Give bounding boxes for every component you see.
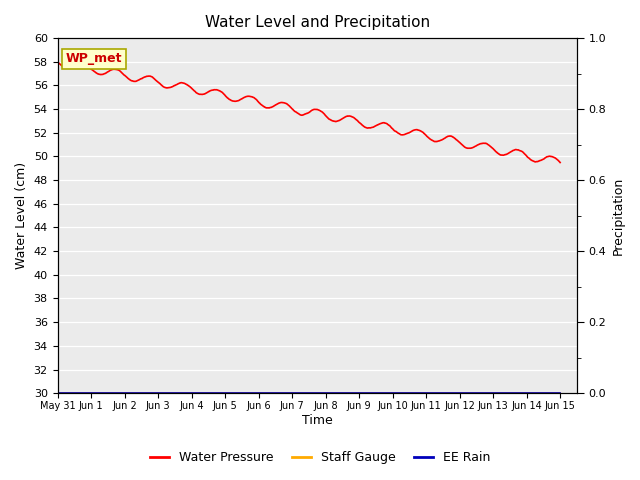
Title: Water Level and Precipitation: Water Level and Precipitation (205, 15, 430, 30)
Text: WP_met: WP_met (65, 52, 122, 65)
Y-axis label: Water Level (cm): Water Level (cm) (15, 162, 28, 269)
X-axis label: Time: Time (302, 414, 333, 427)
Y-axis label: Precipitation: Precipitation (612, 177, 625, 255)
Legend: Water Pressure, Staff Gauge, EE Rain: Water Pressure, Staff Gauge, EE Rain (145, 446, 495, 469)
